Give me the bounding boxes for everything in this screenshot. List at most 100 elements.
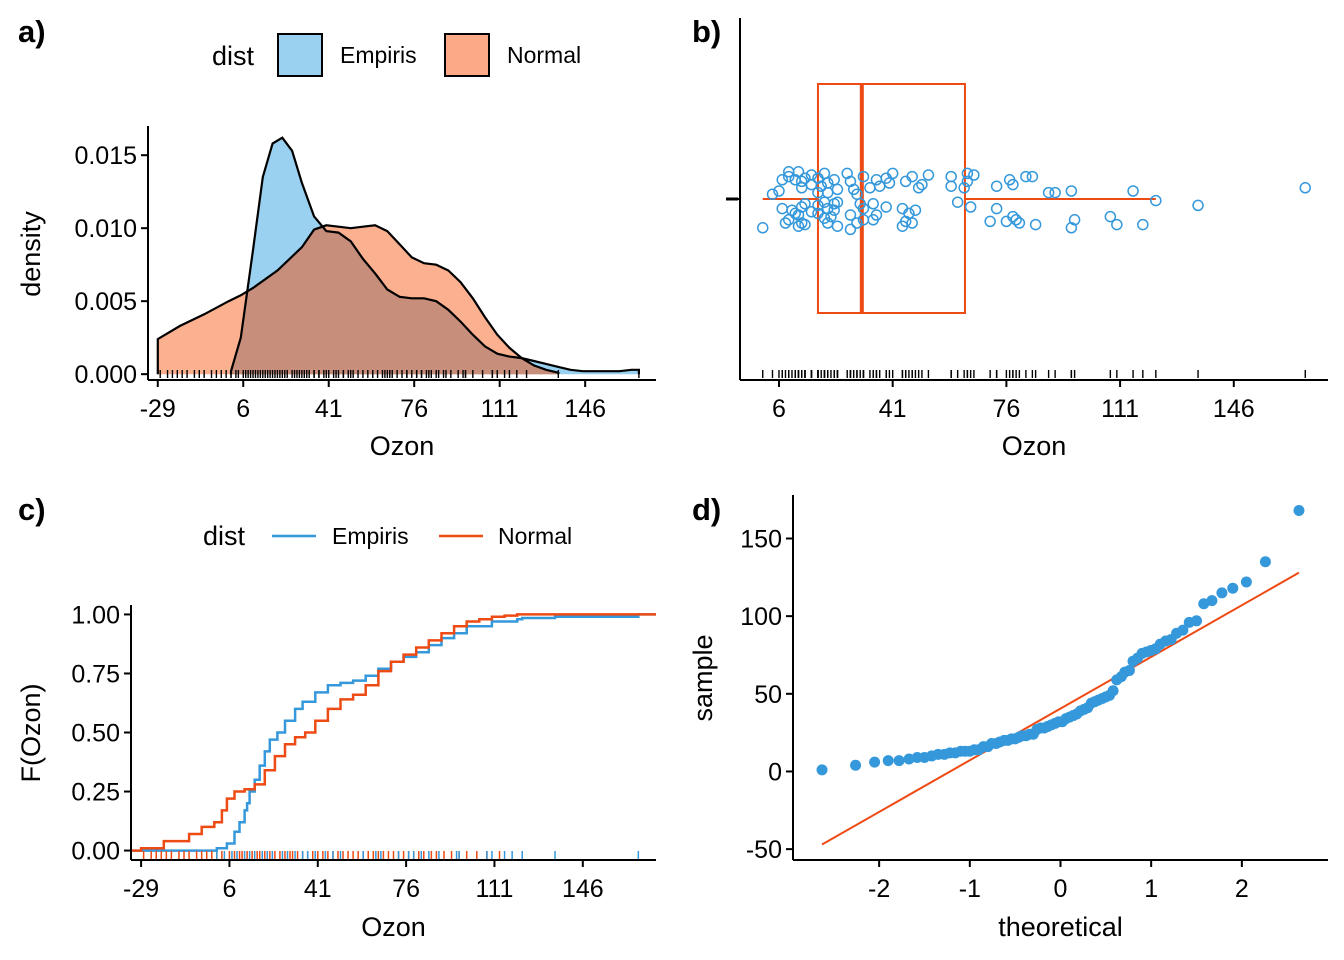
panel-b-x-tick-label: 41 (879, 395, 907, 423)
ecdf-line-normal (131, 613, 656, 852)
panel-c-x-tick-label: 76 (392, 875, 420, 903)
panel-a-y-tick-label: 0.015 (74, 142, 137, 170)
data-point (1104, 210, 1117, 223)
panel-d-x-tick-label: -2 (868, 875, 890, 903)
qq-point (1293, 505, 1305, 517)
data-point (857, 202, 870, 215)
data-point (984, 215, 996, 228)
data-point (961, 167, 974, 180)
data-point (870, 209, 883, 221)
panel-a-legend-label-empiris: Empiris (340, 42, 417, 68)
panel-b-x-tick-label: 146 (1213, 395, 1255, 423)
panel-d-x-tick-label: 0 (1054, 875, 1068, 903)
panel-c-y-tick-label: 0.25 (71, 779, 120, 807)
panel-a-x-tick-label: 6 (236, 395, 250, 423)
data-point (961, 175, 974, 188)
panel-b-x-tick-label: 6 (772, 395, 786, 423)
data-point (1010, 214, 1022, 226)
data-point (844, 223, 857, 236)
panel-a-x-tick-label: 111 (481, 395, 519, 423)
density-line-empiris (229, 136, 640, 375)
data-point (867, 198, 879, 210)
panel-c-x-tick-label: 41 (304, 875, 332, 903)
data-point (795, 201, 808, 213)
panel-a-x-tick-label: 76 (400, 395, 428, 423)
data-point (968, 169, 980, 181)
data-point (782, 170, 795, 183)
panel-a-y-tick-label: 0.005 (74, 288, 137, 316)
panel-c-x-tick-label: 111 (475, 875, 513, 903)
data-point (906, 217, 918, 229)
panel-d-y-tick-label: -50 (746, 836, 782, 864)
panel-c-x-axis-title: Ozon (361, 912, 426, 942)
qq-point (903, 753, 915, 765)
data-point (951, 196, 964, 208)
panel-d-y-tick-label: 0 (768, 758, 782, 786)
panel-c-legend-label-normal: Normal (498, 523, 572, 549)
data-point (1013, 217, 1026, 229)
data-point (805, 206, 818, 218)
panel-d-tag: d) (692, 492, 721, 527)
data-point (1150, 194, 1162, 207)
panel-c-x-tick-label: 6 (222, 875, 236, 903)
data-point (792, 220, 805, 232)
qq-point (1123, 665, 1135, 677)
data-point (799, 172, 811, 184)
data-point (1029, 218, 1042, 231)
data-point (851, 217, 863, 229)
qq-point (850, 759, 862, 771)
data-point (912, 182, 925, 194)
panel-c-y-tick-label: 0.00 (71, 838, 120, 866)
panel-c-legend-title: dist (203, 521, 246, 551)
panel-a-x-axis-title: Ozon (370, 431, 435, 461)
panel-c-y-tick-label: 1.00 (71, 601, 120, 629)
data-point (945, 170, 957, 183)
data-point (815, 180, 827, 192)
data-point (964, 201, 977, 213)
panel-d-y-tick-label: 50 (754, 681, 782, 709)
data-point (857, 170, 870, 183)
data-point (1065, 185, 1078, 197)
data-point (906, 170, 918, 183)
data-point (825, 210, 837, 223)
data-point (776, 174, 788, 186)
data-point (880, 201, 892, 213)
qq-reference-line (821, 571, 1300, 846)
qq-point (1216, 587, 1228, 599)
panel-a-legend-key-normal (444, 33, 490, 77)
qq-point (1259, 556, 1271, 568)
data-point (958, 182, 970, 194)
panel-a-legend: dist Empiris Normal (212, 33, 581, 77)
data-point (1020, 170, 1032, 183)
panel-c-x-tick-label: 146 (562, 875, 604, 903)
data-point (1111, 218, 1123, 231)
density-line-normal (156, 224, 560, 375)
data-point (773, 185, 785, 197)
panel-d-x-tick-label: 2 (1235, 875, 1249, 903)
panel-c-y-tick-label: 0.75 (71, 660, 120, 688)
panel-a-density-plot: -29 6 41 76 111 146 0.000 0.005 0.010 0.015 Ozon de… (16, 126, 656, 461)
qq-point (869, 756, 881, 768)
data-point (1192, 199, 1204, 212)
data-point (799, 218, 811, 231)
panel-d-x-tick-label: -1 (959, 875, 981, 903)
qq-point (1206, 595, 1218, 607)
qq-point (882, 755, 894, 767)
qq-point (1177, 624, 1189, 636)
panel-a-x-tick-label: -29 (140, 395, 176, 423)
panel-b-x-tick-label: 111 (1101, 395, 1139, 423)
data-point (922, 169, 935, 181)
data-point (886, 167, 899, 180)
panel-c-cdf-plot: -29 6 41 76 111 146 0.00 0.25 0.50 0.75 1.00 Ozon F(… (16, 601, 656, 942)
panel-c-y-axis-title: F(Ozon) (16, 683, 46, 782)
panel-d-y-tick-label: 150 (740, 525, 782, 553)
panel-c-tag: c) (18, 492, 46, 527)
data-point (1007, 210, 1019, 223)
panel-d-qq-plot: -2 -1 0 1 2 -50 0 50 100 150 theoretical sample (688, 495, 1328, 942)
panel-b-box-plot: 6 41 76 111 146 Ozon (726, 18, 1328, 461)
qq-point (1240, 576, 1252, 588)
panel-c-legend: dist Empiris Normal (203, 521, 572, 551)
data-point (990, 202, 1003, 215)
data-point (1137, 218, 1149, 231)
